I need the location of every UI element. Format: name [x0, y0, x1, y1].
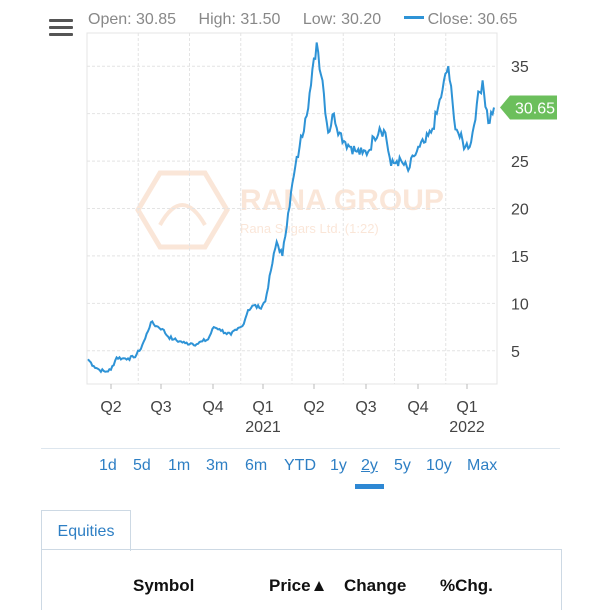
tab-equities[interactable]: Equities — [41, 510, 131, 551]
y-tick-label: 15 — [511, 249, 529, 266]
col-price[interactable]: Price▲ — [269, 576, 328, 595]
col-pct-change[interactable]: %Chg. — [440, 576, 493, 595]
watermark-logo: RANA GROUP Rana Sugars Ltd. (1:22) — [135, 170, 444, 250]
close-value: Close: 30.65 — [427, 11, 518, 28]
high-value: High: 31.50 — [198, 11, 281, 28]
y-tick-label: 20 — [511, 202, 529, 219]
x-tick-label: Q1 — [456, 399, 477, 416]
x-tick-label: Q1 — [252, 399, 273, 416]
range-3m[interactable]: 3m — [206, 457, 229, 474]
x-tick-label: Q3 — [355, 399, 376, 416]
close-series-line-icon — [403, 16, 424, 20]
x-tick-label: Q4 — [202, 399, 223, 416]
chart-divider — [41, 448, 560, 449]
x-tick-label: Q2 — [303, 399, 324, 416]
x-tick-label: Q4 — [407, 399, 428, 416]
range-1d[interactable]: 1d — [99, 457, 117, 474]
y-tick-label: 5 — [511, 344, 520, 361]
range-1m[interactable]: 1m — [168, 457, 191, 474]
y-tick-label: 25 — [511, 154, 529, 171]
range-5y[interactable]: 5y — [394, 457, 411, 474]
menu-icon[interactable] — [49, 16, 73, 36]
equities-panel — [41, 549, 562, 610]
range-5d[interactable]: 5d — [133, 457, 151, 474]
x-axis: Q2 Q3 Q4 Q1 2021 Q2 Q3 Q4 Q1 2022 — [100, 384, 485, 436]
ohlc-legend: Open: 30.85 High: 31.50 Low: 30.20 Close… — [88, 11, 517, 29]
x-tick-label: Q3 — [150, 399, 171, 416]
x-tick-year: 2022 — [449, 419, 485, 436]
range-ytd[interactable]: YTD — [284, 457, 316, 474]
close-price-line — [87, 42, 495, 374]
low-value: Low: 30.20 — [302, 11, 382, 28]
range-2y[interactable]: 2y — [361, 457, 378, 474]
chart-grid — [86, 32, 498, 385]
x-tick-year: 2021 — [245, 419, 281, 436]
range-max[interactable]: Max — [467, 457, 498, 474]
price-tag-label: 30.65 — [515, 100, 555, 117]
range-6m[interactable]: 6m — [245, 457, 268, 474]
col-change[interactable]: Change — [344, 576, 407, 595]
open-value: Open: 30.85 — [88, 11, 177, 28]
watermark-name: RANA GROUP — [240, 184, 444, 217]
y-tick-label: 35 — [511, 59, 529, 76]
col-symbol[interactable]: Symbol — [133, 576, 195, 595]
y-tick-label: 10 — [511, 296, 529, 313]
price-tag-shape — [500, 95, 557, 120]
watermark-sub: Rana Sugars Ltd. (1:22) — [240, 221, 379, 236]
current-price-tag: 30.65 — [500, 95, 557, 120]
range-1y[interactable]: 1y — [330, 457, 347, 474]
x-tick-label: Q2 — [100, 399, 121, 416]
range-10y[interactable]: 10y — [426, 457, 452, 474]
active-range-indicator — [355, 484, 384, 489]
